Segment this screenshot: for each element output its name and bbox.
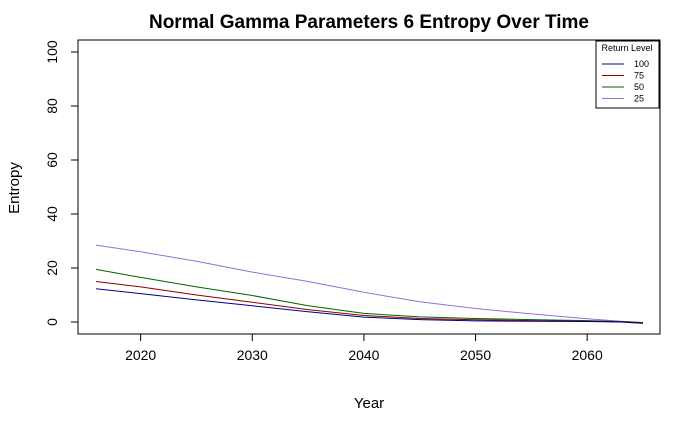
legend-title: Return Level — [601, 43, 652, 53]
chart-title: Normal Gamma Parameters 6 Entropy Over T… — [149, 12, 589, 33]
plot-frame — [77, 39, 661, 335]
legend-box — [595, 40, 660, 109]
y-axis: 0 20 40 60 80 100 — [44, 40, 78, 326]
x-axis-label: Year — [354, 395, 384, 412]
x-tick-label: 2050 — [460, 347, 491, 363]
legend-label-100: 100 — [634, 59, 649, 69]
y-tick-label: 0 — [44, 318, 60, 326]
x-tick-label: 2030 — [237, 347, 268, 363]
y-tick-label: 20 — [44, 260, 60, 276]
series-line-50 — [95, 268, 644, 323]
series-line-100 — [95, 288, 644, 324]
legend-label-25: 25 — [634, 94, 644, 104]
y-tick-label: 40 — [44, 206, 60, 222]
series-line-25 — [95, 244, 644, 324]
y-tick-label: 60 — [44, 152, 60, 168]
y-tick-label: 100 — [44, 40, 60, 64]
y-axis-label: Entropy — [6, 162, 23, 214]
legend-label-50: 50 — [634, 82, 644, 92]
x-tick-label: 2060 — [572, 347, 603, 363]
y-tick-label: 80 — [44, 98, 60, 114]
legend-label-75: 75 — [634, 71, 644, 81]
x-tick-label: 2040 — [348, 347, 379, 363]
x-tick-label: 2020 — [125, 347, 156, 363]
x-axis: 2020 2030 2040 2050 2060 — [125, 334, 603, 363]
series-lines — [95, 244, 644, 324]
